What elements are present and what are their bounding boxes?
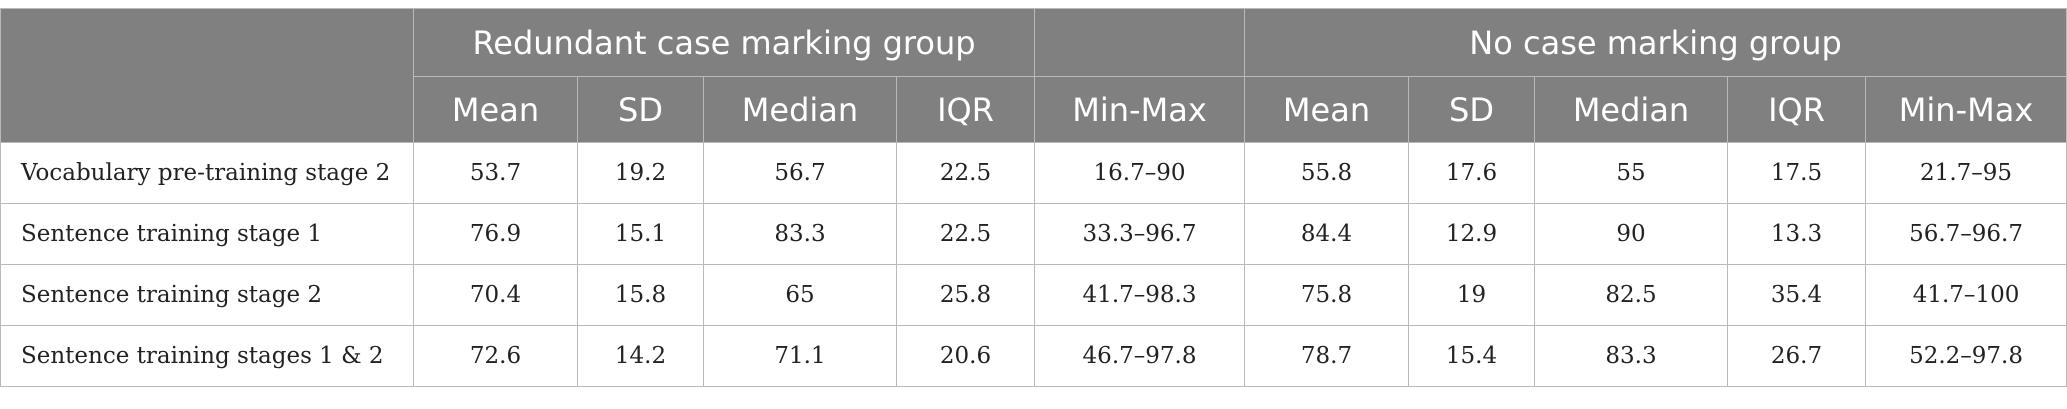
table-cell: 22.5 [895, 142, 1036, 204]
table-cell: 46.7–97.8 [1034, 325, 1246, 387]
table-cell: 84.4 [1244, 203, 1410, 265]
table-cell: 17.5 [1727, 142, 1867, 204]
table-cell: 53.7 [413, 142, 578, 204]
table-cell: 71.1 [703, 325, 897, 387]
table-cell: 90 [1534, 203, 1729, 265]
table-cell: 12.9 [1408, 203, 1536, 265]
row-label: Sentence training stage 1 [0, 203, 414, 265]
column-header-median: Median [1534, 76, 1729, 143]
table-cell: 82.5 [1534, 264, 1729, 326]
group-header-row: Redundant case marking group No case mar… [0, 8, 2067, 143]
table-cell: 25.8 [895, 264, 1036, 326]
table-cell: 83.3 [703, 203, 897, 265]
no-case-marking-group-header: No case marking group [1244, 8, 2067, 77]
column-header-iqr: IQR [1727, 76, 1867, 143]
table-cell: 76.9 [413, 203, 578, 265]
corner-header-cell [0, 8, 414, 143]
table-row: Sentence training stage 2 70.4 15.8 65 2… [0, 264, 2067, 326]
table-cell: 75.8 [1244, 264, 1410, 326]
table-row: Sentence training stage 1 76.9 15.1 83.3… [0, 203, 2067, 265]
statistics-table: Redundant case marking group No case mar… [0, 8, 2067, 387]
table-cell: 65 [703, 264, 897, 326]
column-header-min-max: Min-Max [1034, 76, 1246, 143]
table-cell: 55.8 [1244, 142, 1410, 204]
column-header-iqr: IQR [895, 76, 1036, 143]
table-cell: 33.3–96.7 [1034, 203, 1246, 265]
column-header-median: Median [703, 76, 897, 143]
table-cell: 13.3 [1727, 203, 1867, 265]
table-cell: 72.6 [413, 325, 578, 387]
table-cell: 19 [1408, 264, 1536, 326]
table-body: Vocabulary pre-training stage 2 53.7 19.… [0, 142, 2067, 387]
table-cell: 15.8 [577, 264, 704, 326]
redundant-case-marking-group-header: Redundant case marking group [412, 8, 1036, 77]
table-cell: 41.7–100 [1865, 264, 2067, 326]
table-header: Redundant case marking group No case mar… [0, 8, 2067, 143]
table-row: Vocabulary pre-training stage 2 53.7 19.… [0, 142, 2067, 204]
table-cell: 56.7–96.7 [1865, 203, 2067, 265]
table-cell: 15.1 [577, 203, 704, 265]
column-header-mean: Mean [1244, 76, 1410, 143]
column-header-sd: SD [577, 76, 704, 143]
column-header-sd: SD [1408, 76, 1536, 143]
table-cell: 17.6 [1408, 142, 1536, 204]
table-cell: 15.4 [1408, 325, 1536, 387]
table-cell: 21.7–95 [1865, 142, 2067, 204]
table-cell: 52.2–97.8 [1865, 325, 2067, 387]
table-cell: 26.7 [1727, 325, 1867, 387]
table-row: Sentence training stages 1 & 2 72.6 14.2… [0, 325, 2067, 387]
table-cell: 14.2 [577, 325, 704, 387]
column-header-min-max: Min-Max [1865, 76, 2067, 143]
column-header-mean: Mean [413, 76, 578, 143]
table-cell: 41.7–98.3 [1034, 264, 1246, 326]
table-cell: 20.6 [895, 325, 1036, 387]
table-cell: 55 [1534, 142, 1729, 204]
table-cell: 22.5 [895, 203, 1036, 265]
column-header-row: Mean SD Median IQR Min-Max Mean SD Media… [1, 76, 2067, 143]
row-label: Sentence training stages 1 & 2 [0, 325, 414, 387]
row-label: Sentence training stage 2 [0, 264, 414, 326]
table-cell: 78.7 [1244, 325, 1410, 387]
table-cell: 16.7–90 [1034, 142, 1246, 204]
table-cell: 56.7 [703, 142, 897, 204]
min-max-group-spacer-header [1034, 8, 1246, 77]
table-cell: 83.3 [1534, 325, 1729, 387]
table-cell: 19.2 [577, 142, 704, 204]
table-cell: 35.4 [1727, 264, 1867, 326]
table-cell: 70.4 [413, 264, 578, 326]
row-label: Vocabulary pre-training stage 2 [0, 142, 414, 204]
